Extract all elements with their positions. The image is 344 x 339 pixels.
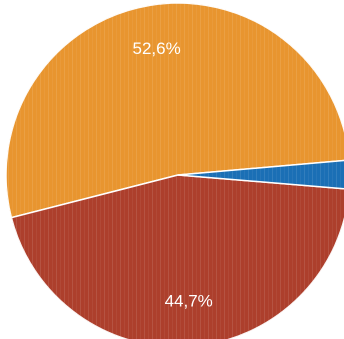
slice-label-1: 44,7%: [165, 291, 213, 310]
slice-label-0: 52,6%: [132, 39, 180, 58]
slice-labels: 52,6% 44,7%: [132, 39, 212, 310]
